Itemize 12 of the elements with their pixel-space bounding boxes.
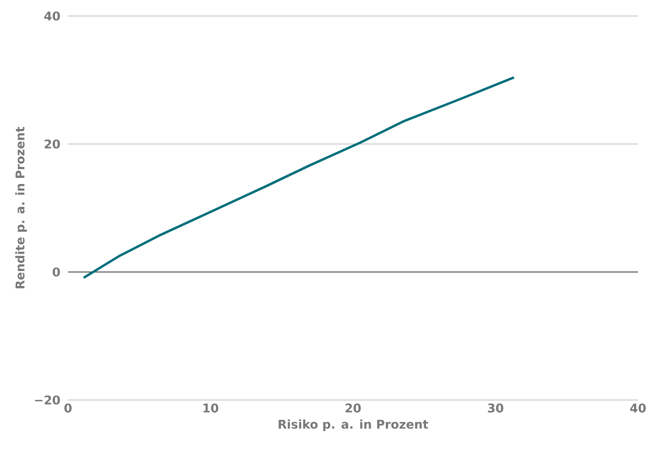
- x-axis-title: Risiko p. a. in Prozent: [278, 419, 428, 432]
- y-tick-label: 0: [52, 267, 60, 277]
- x-tick-label: 40: [630, 404, 646, 413]
- line-series: [82, 76, 516, 279]
- x-tick-label: 20: [346, 404, 361, 413]
- y-axis-title: Rendite p. a. in Prozent: [15, 126, 27, 288]
- x-tick-label: 0: [64, 404, 72, 413]
- y-tick-label: 20: [44, 139, 60, 149]
- x-tick-label: 30: [488, 404, 504, 413]
- y-tick-label: −20: [34, 395, 60, 405]
- y-tick-label: 40: [44, 11, 60, 21]
- x-tick-label: 10: [204, 404, 218, 413]
